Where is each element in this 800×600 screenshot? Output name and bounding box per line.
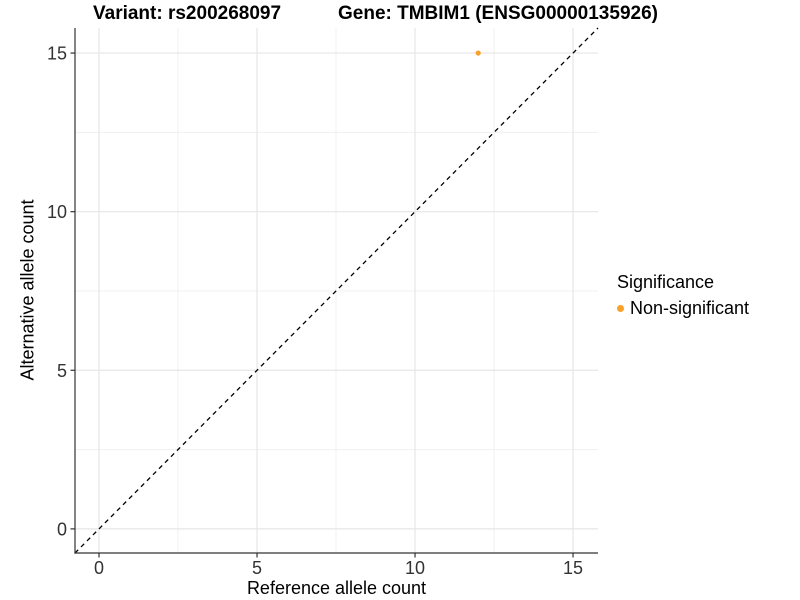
legend-item-label: Non-significant — [630, 298, 750, 318]
x-tick-label: 5 — [252, 558, 262, 578]
x-axis-title: Reference allele count — [246, 578, 427, 598]
legend: Significance Non-significant — [617, 272, 749, 319]
y-axis-title: Alternative allele count — [17, 199, 38, 381]
plot-title-gene: Gene: TMBIM1 (ENSG00000135926) — [338, 3, 658, 24]
x-tick-label: 0 — [94, 558, 104, 578]
y-tick-label: 5 — [57, 361, 67, 381]
data-point — [475, 50, 481, 56]
legend-title: Significance — [617, 272, 715, 292]
plot-title-variant: Variant: rs200268097 — [93, 3, 282, 24]
y-tick-label: 15 — [47, 44, 67, 64]
y-tick-label: 10 — [47, 202, 67, 222]
legend-point-icon — [617, 305, 624, 312]
y-tick-label: 0 — [57, 519, 67, 539]
legend-item-non-significant: Non-significant — [617, 298, 749, 319]
x-tick-label: 15 — [563, 558, 583, 578]
x-tick-label: 10 — [405, 558, 425, 578]
